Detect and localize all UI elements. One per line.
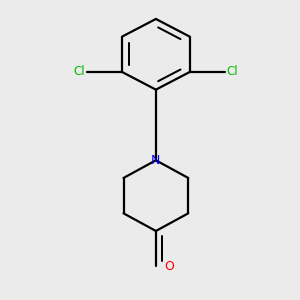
Text: Cl: Cl <box>226 65 238 79</box>
Text: Cl: Cl <box>74 65 85 79</box>
Text: N: N <box>151 154 160 167</box>
Text: O: O <box>164 260 174 273</box>
